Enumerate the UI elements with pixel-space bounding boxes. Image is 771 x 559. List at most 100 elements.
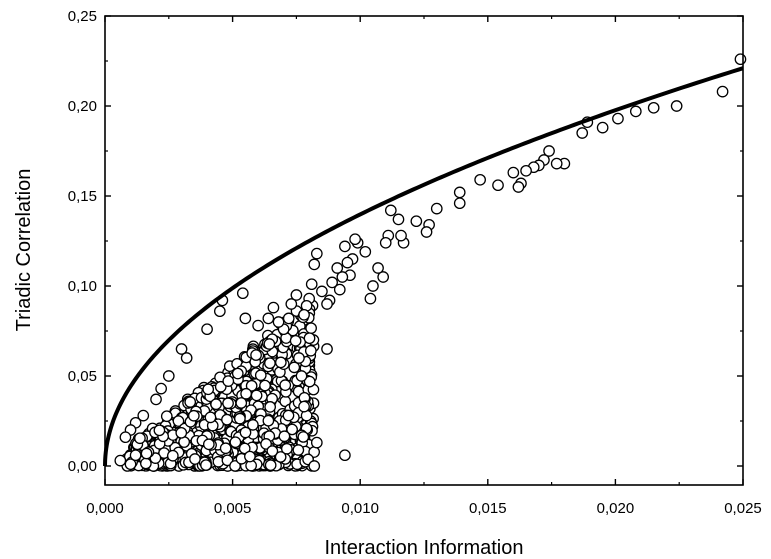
data-point	[304, 344, 317, 357]
x-tick-label: 0,025	[724, 500, 762, 517]
data-point	[520, 164, 532, 177]
data-point	[175, 426, 188, 439]
data-point	[134, 432, 146, 445]
data-point	[114, 454, 127, 467]
data-point	[316, 285, 328, 298]
data-point	[392, 213, 405, 226]
data-point	[310, 247, 323, 260]
data-point	[221, 454, 234, 467]
data-point	[310, 436, 323, 449]
data-point	[576, 127, 589, 139]
data-point	[222, 375, 235, 387]
x-axis-ticks: 0,000 0,005 0,010 0,015 0,020 0,025	[86, 16, 762, 517]
data-point	[372, 262, 384, 274]
data-point	[239, 426, 252, 439]
data-point	[298, 308, 310, 321]
y-tick-label: 0,10	[68, 278, 97, 295]
data-point	[267, 301, 280, 314]
data-point	[238, 442, 251, 455]
data-point	[234, 412, 246, 425]
data-point	[204, 411, 217, 424]
data-point	[293, 352, 305, 364]
data-point	[250, 349, 262, 361]
data-point	[155, 382, 167, 395]
data-point	[172, 415, 185, 427]
data-point	[321, 343, 333, 355]
data-point	[245, 379, 258, 392]
data-point	[221, 413, 233, 426]
data-point	[150, 393, 162, 406]
data-point	[274, 356, 287, 369]
data-point	[202, 438, 215, 451]
data-point	[129, 449, 142, 462]
data-point	[670, 100, 683, 112]
data-point	[331, 262, 344, 274]
data-point	[492, 179, 504, 192]
data-point	[219, 442, 232, 455]
y-tick-label: 0,00	[68, 458, 97, 475]
data-points	[114, 53, 747, 472]
data-point	[420, 226, 433, 238]
data-point	[507, 166, 520, 179]
data-point	[254, 369, 267, 382]
data-point	[119, 431, 132, 444]
data-point	[259, 379, 271, 392]
data-point	[543, 145, 555, 157]
x-axis-title: Interaction Information	[325, 537, 524, 559]
data-point	[629, 105, 642, 118]
data-point	[295, 370, 308, 382]
data-point	[734, 53, 747, 66]
x-tick-label: 0,005	[214, 500, 252, 517]
data-point	[236, 287, 249, 300]
y-tick-label: 0,15	[68, 188, 97, 205]
data-point	[716, 85, 729, 98]
data-point	[262, 414, 275, 427]
y-axis-title: Triadic Correlation	[13, 169, 35, 332]
data-point	[384, 204, 397, 217]
data-point	[263, 338, 276, 350]
data-point	[292, 444, 305, 456]
data-point	[359, 245, 372, 258]
data-point	[184, 396, 197, 408]
y-tick-label: 0,05	[68, 368, 97, 385]
data-point	[252, 319, 264, 332]
data-point	[124, 458, 137, 471]
data-point	[395, 229, 407, 242]
data-point	[189, 453, 201, 465]
data-point	[430, 202, 443, 215]
data-point	[202, 383, 215, 396]
bound-curve	[103, 66, 744, 467]
data-point	[647, 101, 660, 114]
data-point	[140, 457, 152, 470]
data-point	[229, 460, 241, 472]
data-point	[379, 236, 392, 249]
data-point	[410, 215, 423, 228]
data-point	[274, 451, 287, 463]
data-point	[278, 430, 291, 443]
data-point	[231, 367, 244, 380]
data-point	[286, 423, 298, 436]
data-point	[550, 157, 563, 170]
x-tick-label: 0,000	[86, 500, 124, 517]
data-point	[200, 459, 212, 471]
data-point	[596, 121, 609, 134]
data-point	[153, 424, 166, 437]
data-point	[285, 298, 298, 310]
data-point	[377, 271, 390, 283]
data-point	[308, 460, 321, 472]
data-point	[326, 276, 338, 289]
data-point	[305, 322, 317, 335]
data-point	[180, 352, 193, 364]
data-point	[279, 379, 292, 391]
data-point	[235, 397, 248, 409]
data-point	[289, 334, 302, 347]
data-point	[210, 398, 222, 411]
data-point	[367, 280, 379, 292]
data-point	[341, 256, 354, 269]
data-point	[266, 445, 279, 457]
data-point	[213, 305, 226, 318]
x-tick-label: 0,015	[469, 500, 507, 517]
data-point	[474, 173, 486, 186]
plot-frame	[104, 15, 744, 486]
